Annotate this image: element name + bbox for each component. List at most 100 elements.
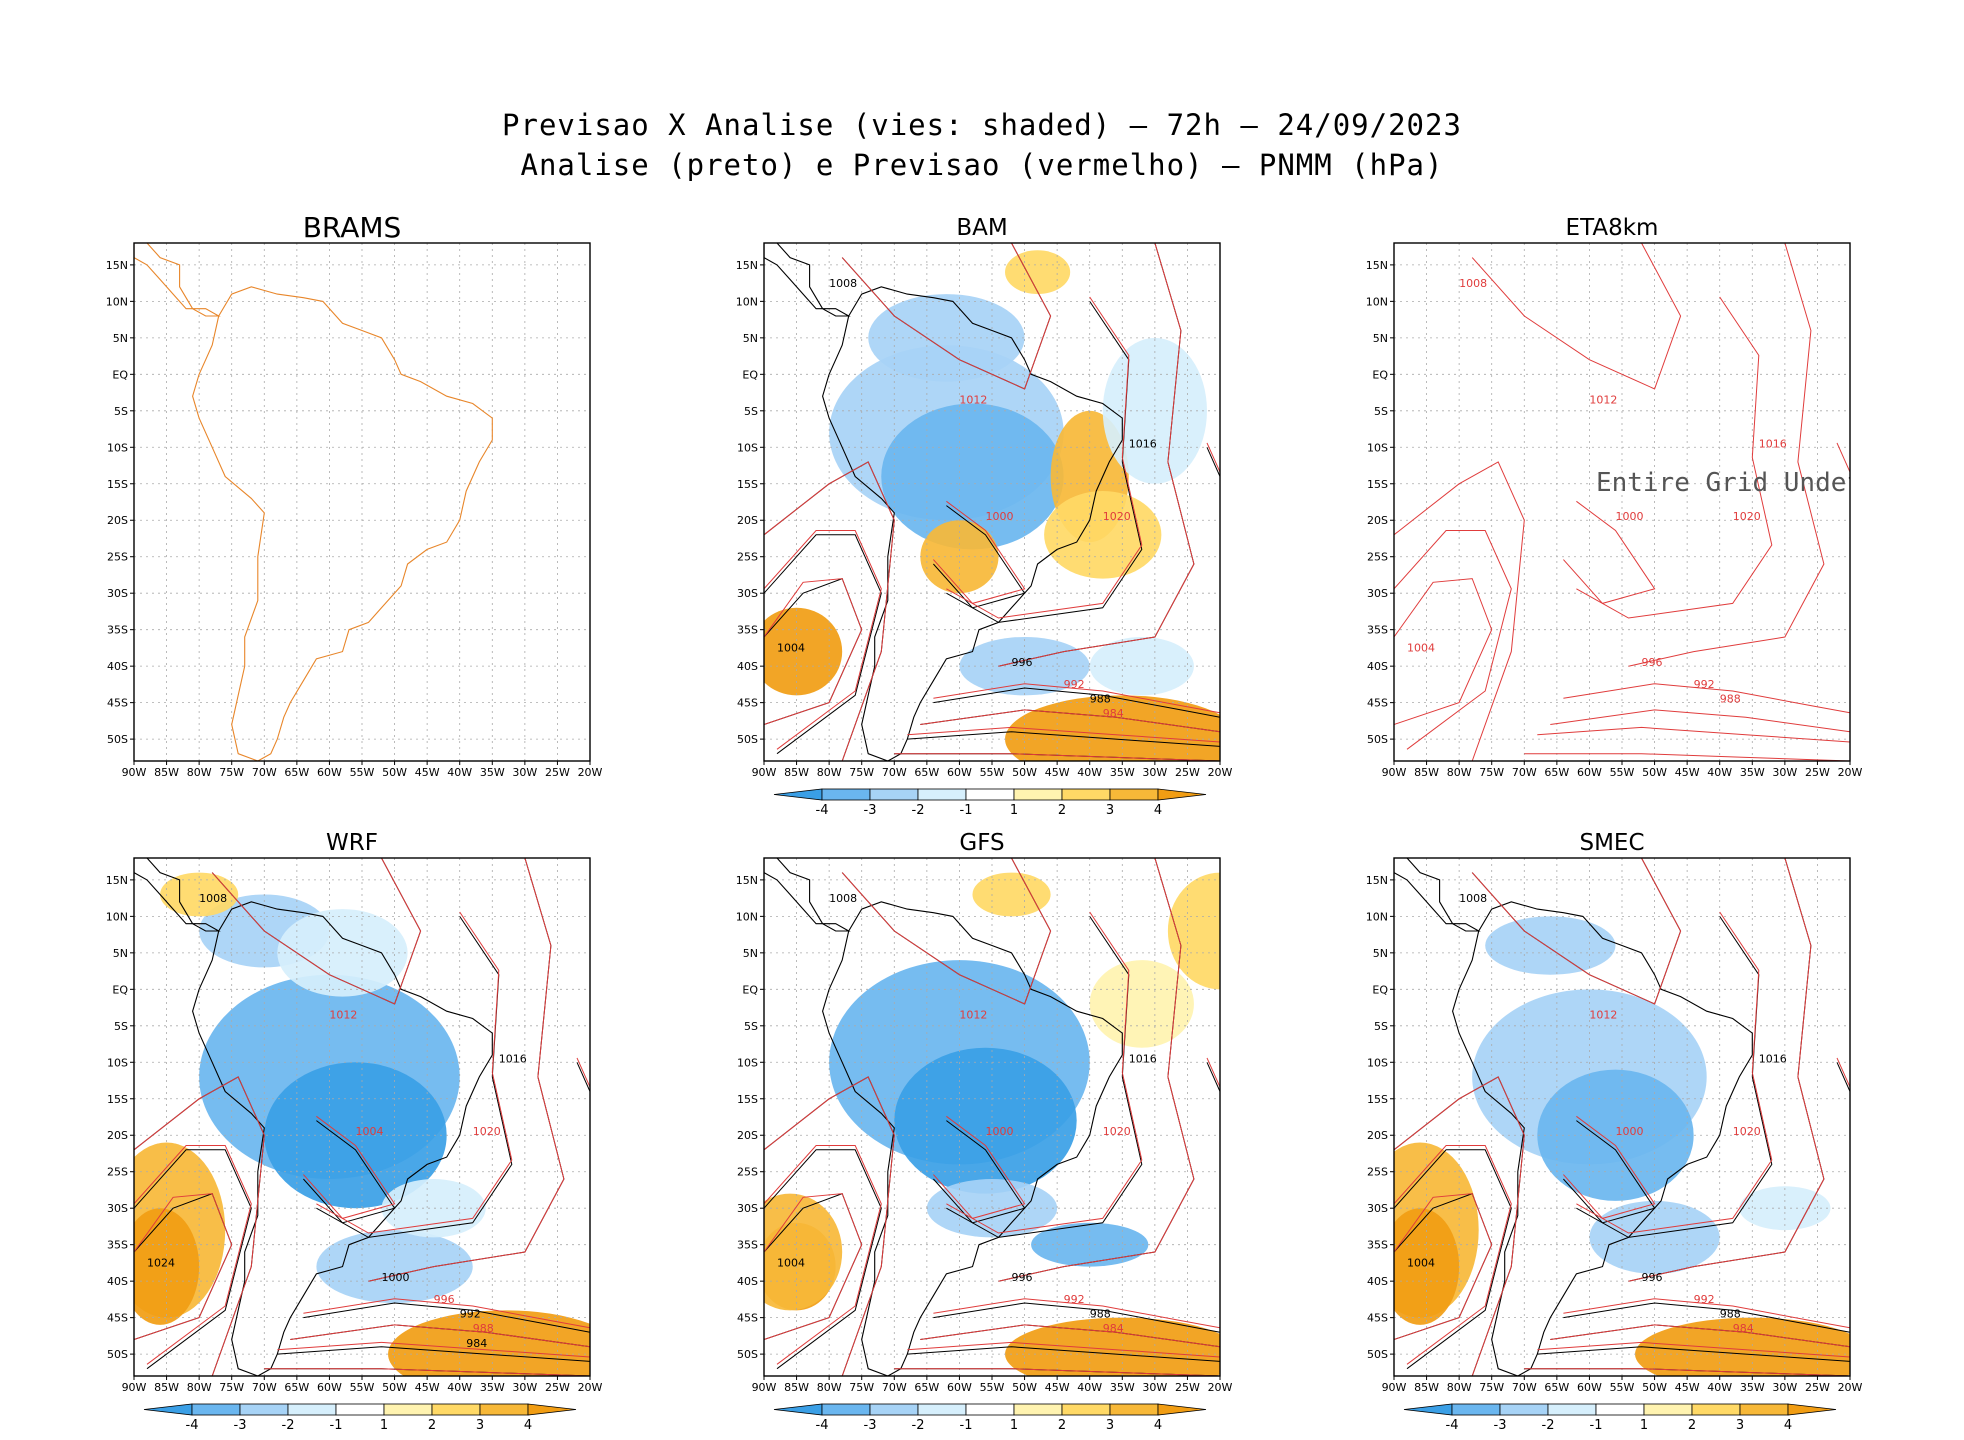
lon-tick-label: 75W [849, 766, 874, 779]
bias-area [894, 1047, 1077, 1194]
panel-brams: BRAMS 15N 10N 5N EQ 5S 10S 15S 20S 25S 30S 35S 40S 45… [0, 211, 603, 825]
isobar-label: 1012 [1589, 394, 1617, 407]
colorbar-label: 2 [1688, 1418, 1696, 1433]
colorbar-segment [383, 1403, 433, 1416]
lon-tick-label: 65W [914, 1381, 939, 1394]
colorbar-label: 3 [1106, 803, 1114, 818]
isobar-label: 984 [466, 1337, 487, 1350]
colorbar-label: -3 [864, 1418, 877, 1433]
lat-tick-label: 5N [113, 947, 128, 960]
lat-tick-label: EQ [112, 368, 128, 381]
lat-tick-label: 40S [1367, 660, 1388, 673]
isobar-label: 988 [1720, 693, 1741, 706]
colorbar-segment [1739, 1403, 1789, 1416]
bias-area [388, 1310, 590, 1376]
lon-tick-label: 45W [1675, 1381, 1700, 1394]
lon-tick-label: 65W [284, 766, 309, 779]
isobar-line [1563, 500, 1656, 604]
panel-title: SMEC [1579, 830, 1645, 856]
colorbar-segment [431, 1403, 481, 1416]
isobar-line [303, 1120, 396, 1224]
isobar-line [1394, 1145, 1512, 1365]
colorbar-label: -1 [330, 1418, 343, 1433]
lat-tick-label: 35S [1367, 624, 1388, 637]
isobar-label: 1016 [1129, 1052, 1157, 1065]
colorbar-segment [869, 1403, 919, 1416]
lon-tick-label: 35W [480, 766, 505, 779]
isobar-line [1563, 683, 1850, 714]
isobar-line [1563, 1298, 1850, 1329]
lat-tick-label: 25S [1367, 551, 1388, 564]
bias-area [1635, 1317, 1850, 1376]
lat-tick-label: 5N [743, 332, 758, 345]
lat-tick-label: 20S [737, 1129, 758, 1142]
isobar-label: 1020 [1733, 1125, 1761, 1138]
figure-title-line-1: Previsao X Analise (vies: shaded) – 72h … [502, 108, 1462, 142]
panel-gfs: GFS 1008 1012 1016 1020 1004 1000 996 992 988 984 1… [630, 830, 1233, 1440]
isobar-line [134, 1145, 252, 1365]
lat-tick-label: 40S [737, 660, 758, 673]
isobar-line [134, 1149, 252, 1370]
lat-tick-label: 35S [737, 1239, 758, 1252]
colorbar-segment [1109, 1403, 1159, 1416]
lon-tick-label: 75W [1479, 766, 1504, 779]
bias-area [1537, 1069, 1694, 1201]
isobar-line [1836, 442, 1850, 473]
colorbar-label: -2 [912, 803, 925, 818]
colorbar-label: 1 [1010, 1418, 1018, 1433]
isobar-line [134, 1193, 233, 1340]
lon-tick-label: 85W [784, 1381, 809, 1394]
lon-tick-label: 50W [1012, 1381, 1037, 1394]
colorbar-segment [335, 1403, 385, 1416]
colorbar-label: 4 [1784, 1418, 1792, 1433]
lon-tick-label: 50W [1012, 766, 1037, 779]
lat-tick-label: 40S [737, 1275, 758, 1288]
isobar-label: 1020 [1733, 510, 1761, 523]
lat-tick-label: 10N [1366, 295, 1388, 308]
colorbar: -4 -3 -2 -1 1 2 3 4 [773, 1403, 1207, 1433]
lon-tick-label: 50W [1642, 1381, 1667, 1394]
lon-tick-label: 70W [882, 766, 907, 779]
colorbar-label: 3 [1106, 1418, 1114, 1433]
lon-tick-label: 60W [317, 766, 342, 779]
isobar-label: 988 [1720, 1308, 1741, 1321]
lat-tick-label: 35S [107, 624, 128, 637]
isobar-line [764, 1149, 882, 1370]
lat-tick-label: 45S [1367, 1312, 1388, 1325]
isobar-line [946, 911, 1143, 1234]
isobar-label: 996 [434, 1293, 455, 1306]
lon-tick-label: 25W [1175, 766, 1200, 779]
isobar-label: 988 [1090, 693, 1111, 706]
lon-tick-label: 90W [752, 1381, 777, 1394]
isobar-label: 1000 [1615, 1125, 1643, 1138]
isobar-line [1524, 753, 1850, 761]
isobar-label: 1004 [355, 1125, 383, 1138]
coastline [822, 286, 1123, 761]
colorbar-segment [1595, 1403, 1645, 1416]
colorbar: -4 -3 -2 -1 1 2 3 4 [773, 788, 1207, 818]
colorbar-segment [821, 788, 871, 801]
panel-eta8km: ETA8km 1008 1012 1016 1020 1004 1000 996 992 988 E… [1260, 215, 1863, 825]
isobar-line [894, 1368, 1220, 1376]
colorbar-label: 1 [380, 1418, 388, 1433]
coastline-central-america [1394, 858, 1481, 932]
lon-tick-label: 45W [415, 1381, 440, 1394]
colorbar: -4 -3 -2 -1 1 2 3 4 [1403, 1403, 1837, 1433]
colorbar-label: -3 [864, 803, 877, 818]
lat-tick-label: 15N [1366, 874, 1388, 887]
lat-tick-label: 10S [1367, 441, 1388, 454]
isobar-label: 1016 [1129, 437, 1157, 450]
colorbar-label: -1 [960, 803, 973, 818]
isobar-label: 1012 [329, 1009, 357, 1022]
isobar-line [933, 500, 1026, 604]
isobar-label: 1012 [959, 1009, 987, 1022]
lon-tick-label: 60W [1577, 1381, 1602, 1394]
lon-tick-label: 45W [1045, 766, 1070, 779]
isobar-line [764, 1193, 863, 1340]
lon-tick-label: 55W [350, 766, 375, 779]
lat-tick-label: 25S [107, 1166, 128, 1179]
